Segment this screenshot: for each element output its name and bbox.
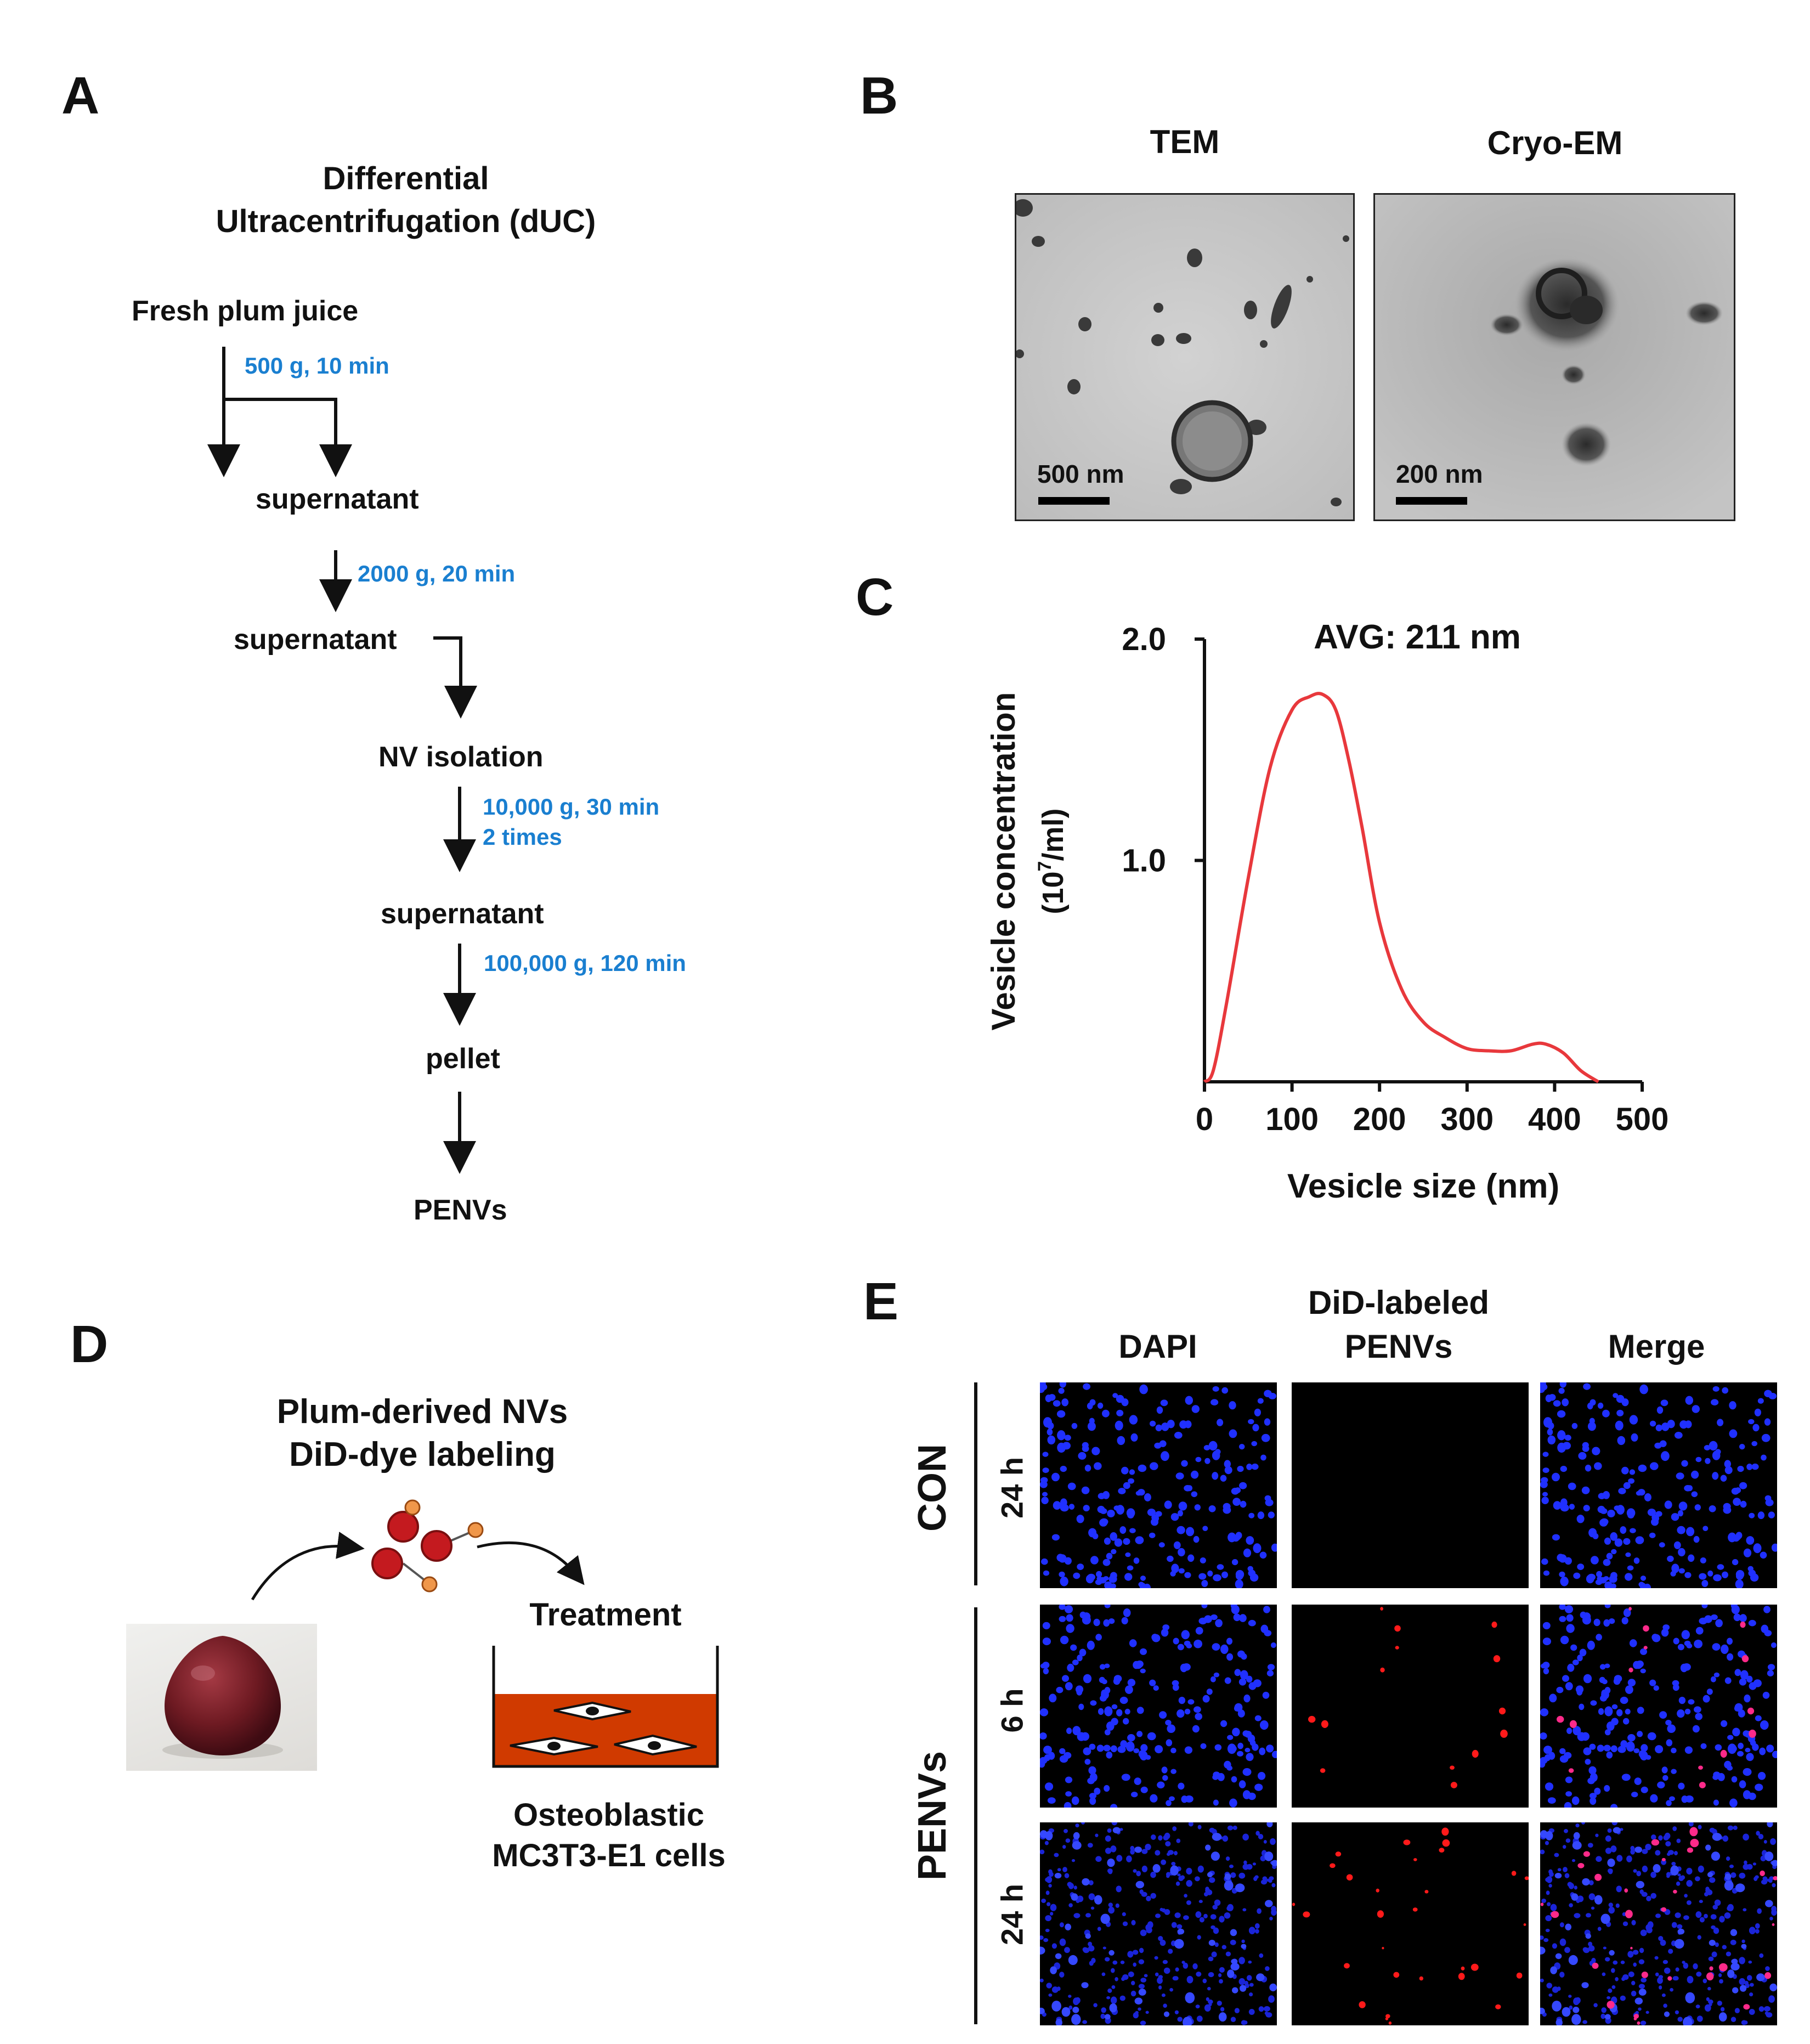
image-penvs-6h-merge <box>1540 1605 1777 1808</box>
tem-micrograph: 500 nm <box>1015 193 1355 521</box>
panel-d-title-line2: DiD-dye labeling <box>289 1436 556 1473</box>
image-penvs-6h-did <box>1292 1605 1529 1808</box>
step-supernatant-3: supernatant <box>381 898 544 930</box>
cells-label-line2: MC3T3-E1 cells <box>492 1838 726 1873</box>
col-header-did-line1: DiD-labeled <box>1308 1284 1490 1321</box>
arrow-to-nvs <box>251 1532 365 1601</box>
x-tick-label: 200 <box>1353 1102 1406 1137</box>
col-header-dapi: DAPI <box>1118 1328 1197 1365</box>
image-con-did <box>1292 1382 1529 1588</box>
image-penvs-6h-dapi <box>1040 1605 1277 1808</box>
image-con-merge <box>1540 1382 1777 1588</box>
step-nv-isolation: NV isolation <box>378 741 544 773</box>
row-label-penvs-6h: 6 h <box>994 1688 1030 1733</box>
row-label-penvs-24h: 24 h <box>994 1883 1030 1946</box>
group-label-penvs: PENVs <box>910 1751 954 1881</box>
group-label-con: CON <box>910 1444 954 1532</box>
nv-cluster-icon <box>371 1499 484 1593</box>
x-axis-label: Vesicle size (nm) <box>1287 1167 1559 1205</box>
x-tick-label: 400 <box>1528 1102 1581 1137</box>
con-group-bracket <box>974 1382 977 1585</box>
cryo-em-scale-bar-label: 200 nm <box>1396 460 1483 488</box>
vesicle-size-chart: 1.0 2.0 0 100 200 300 400 500 AVG: 211 nm Vesi… <box>985 618 1669 1205</box>
panel-b-letter: B <box>860 66 898 125</box>
x-tick-label: 300 <box>1440 1102 1494 1137</box>
col-header-did-line2: PENVs <box>1344 1328 1453 1365</box>
chart-annotation: AVG: 211 nm <box>1314 618 1521 656</box>
series-line <box>1203 692 1599 1083</box>
y-axis-unit-exponent: 7 <box>1034 861 1055 872</box>
row-label-con-24h: 24 h <box>994 1456 1030 1519</box>
panel-a-flow-arrows <box>207 347 477 1174</box>
image-penvs-24h-merge <box>1540 1822 1777 2025</box>
arrow-to-treatment <box>477 1541 585 1585</box>
step-pellet: pellet <box>426 1043 500 1075</box>
culture-dish-icon <box>492 1646 719 1768</box>
y-axis-unit-end: /ml) <box>1037 809 1070 861</box>
step-supernatant-2: supernatant <box>234 624 397 656</box>
condition-100000g: 100,000 g, 120 min <box>484 950 686 976</box>
panel-c-letter: C <box>856 568 894 626</box>
x-tick-label: 100 <box>1265 1102 1319 1137</box>
panel-a-title-line2: Ultracentrifugation (dUC) <box>216 204 596 239</box>
panel-d-letter: D <box>70 1315 109 1374</box>
y-axis-label-line2: (107/ml) <box>1034 809 1070 914</box>
y-axis-label-line1: Vesicle concentration <box>985 692 1022 1031</box>
condition-10000g: 10,000 g, 30 min <box>483 794 660 820</box>
tem-scale-bar-label: 500 nm <box>1037 460 1124 488</box>
step-fresh-plum-juice: Fresh plum juice <box>132 295 359 327</box>
x-tick-label: 500 <box>1616 1102 1669 1137</box>
panel-e-letter: E <box>863 1272 899 1331</box>
image-con-dapi <box>1040 1382 1277 1588</box>
image-penvs-24h-did <box>1292 1822 1529 2025</box>
panel-a-title-line1: Differential <box>323 161 489 196</box>
step-supernatant-1: supernatant <box>256 483 419 515</box>
treatment-label: Treatment <box>529 1597 682 1633</box>
panel-d-diagram <box>251 1499 719 1768</box>
cryo-em-micrograph: 200 nm <box>1373 193 1735 521</box>
plum-photo <box>126 1624 317 1771</box>
cells-label-line1: Osteoblastic <box>513 1797 705 1833</box>
tem-title: TEM <box>1150 123 1220 160</box>
condition-2-times: 2 times <box>483 824 562 850</box>
panel-d-title-line1: Plum-derived NVs <box>276 1393 568 1431</box>
condition-2000g: 2000 g, 20 min <box>358 561 516 586</box>
step-penvs: PENVs <box>414 1194 507 1226</box>
col-header-merge: Merge <box>1608 1328 1705 1365</box>
y-tick-label: 2.0 <box>1122 622 1166 657</box>
cryo-em-title: Cryo-EM <box>1487 125 1623 161</box>
panel-a-letter: A <box>61 66 100 125</box>
condition-500g: 500 g, 10 min <box>245 353 389 379</box>
x-tick-label: 0 <box>1196 1102 1213 1137</box>
y-tick-label: 1.0 <box>1122 843 1166 879</box>
y-axis-unit-base: (10 <box>1037 871 1070 914</box>
penvs-group-bracket <box>974 1607 977 2024</box>
image-penvs-24h-dapi <box>1040 1822 1277 2025</box>
